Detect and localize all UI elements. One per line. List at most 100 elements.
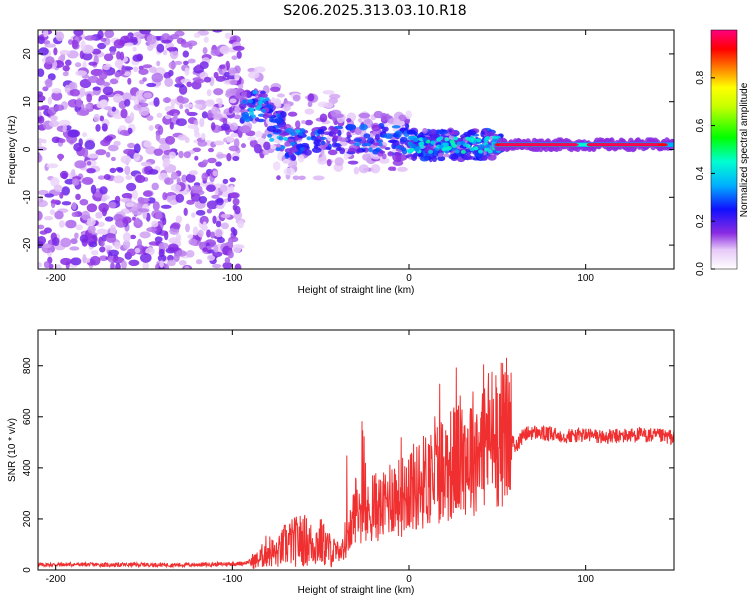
heatmap-cell: [444, 137, 450, 142]
heatmap-cell: [122, 232, 131, 242]
heatmap-cell: [202, 247, 208, 252]
heatmap-cell: [67, 99, 79, 108]
heatmap-cell: [194, 132, 201, 138]
heatmap-cell: [194, 99, 206, 105]
heatmap-cell: [101, 196, 107, 202]
heatmap-cell: [283, 167, 296, 176]
heatmap-cell: [183, 151, 191, 159]
heatmap-cell: [487, 154, 497, 161]
heatmap-cell: [213, 71, 219, 79]
heatmap-cell: [288, 151, 293, 156]
heatmap-cell: [156, 60, 161, 67]
heatmap-cell: [304, 108, 315, 115]
heatmap-cell: [173, 112, 178, 119]
heatmap-cell: [327, 149, 338, 156]
heatmap-cell: [146, 227, 157, 233]
heatmap-cell: [448, 128, 453, 133]
heatmap-cell: [210, 122, 216, 131]
heatmap-cell: [428, 129, 439, 136]
heatmap-cell: [50, 115, 59, 121]
heatmap-cell: [213, 140, 225, 146]
heatmap-cell: [347, 147, 357, 153]
heatmap-cell: [353, 166, 360, 175]
heatmap-cell: [182, 50, 190, 58]
heatmap-cell: [70, 257, 82, 266]
heatmap-cell: [229, 98, 237, 104]
heatmap-cell: [203, 76, 212, 83]
heatmap-cell: [116, 167, 124, 173]
heatmap-cell: [59, 49, 71, 56]
heatmap-cell: [193, 119, 199, 127]
heatmap-cell: [215, 75, 226, 82]
heatmap-cell: [199, 117, 205, 128]
heatmap-cell: [299, 147, 305, 151]
heatmap-cell: [347, 124, 357, 131]
heatmap-cell: [38, 68, 45, 77]
heatmap-cell: [178, 150, 184, 159]
heatmap-cell: [248, 71, 260, 79]
heatmap-cell: [82, 254, 87, 264]
heatmap-cell: [137, 208, 150, 213]
heatmap-cell: [298, 131, 304, 136]
heatmap-cell: [104, 30, 115, 39]
heatmap-cell: [110, 262, 115, 269]
heatmap-cell: [226, 152, 232, 162]
heatmap-cell: [487, 149, 493, 154]
heatmap-cell: [135, 174, 146, 184]
heatmap-cell: [270, 144, 277, 150]
heatmap-cell: [321, 153, 327, 162]
heatmap-cell: [229, 185, 235, 193]
heatmap-cell: [219, 64, 226, 70]
heatmap-cell: [463, 154, 472, 161]
heatmap-cell: [662, 143, 668, 147]
heatmap-cell: [81, 210, 91, 221]
heatmap-cell: [71, 178, 80, 186]
heatmap-cell: [211, 194, 220, 199]
heatmap-cell: [332, 135, 339, 140]
heatmap-cell: [38, 36, 45, 45]
heatmap-cell: [370, 164, 381, 174]
heatmap-cell: [162, 157, 171, 167]
heatmap-cell: [472, 157, 480, 161]
heatmap-cell: [53, 47, 58, 56]
heatmap-cell: [169, 33, 180, 40]
heatmap-cell: [82, 52, 93, 61]
heatmap-cell: [92, 86, 102, 91]
heatmap-cells: [38, 30, 674, 269]
y-tick-label: 0: [22, 567, 33, 573]
heatmap-cell: [79, 234, 89, 243]
heatmap-cell: [190, 192, 201, 202]
heatmap-cell: [45, 43, 56, 48]
heatmap-cell: [125, 182, 137, 192]
heatmap-cell: [108, 201, 117, 209]
heatmap-cell: [290, 141, 295, 146]
snr-panel: -200 -100 0 100 0 200 400 600 800 Height of stra…: [7, 329, 675, 596]
heatmap-cell: [384, 146, 391, 151]
heatmap-cell: [212, 30, 223, 33]
colorbar-tick-label: 0.4: [695, 166, 706, 180]
heatmap-cell: [122, 208, 130, 214]
heatmap-cell: [49, 209, 56, 215]
heatmap-cell: [192, 147, 201, 153]
heatmap-cell: [438, 144, 444, 149]
heatmap-cell: [62, 124, 67, 133]
heatmap-cell: [142, 77, 147, 82]
heatmap-cell: [165, 135, 176, 145]
heatmap-cell: [317, 129, 325, 135]
heatmap-cell: [60, 237, 72, 248]
heatmap-cell: [363, 133, 371, 139]
heatmap-cell: [100, 99, 109, 108]
heatmap-cell: [329, 93, 341, 100]
heatmap-cell: [197, 140, 208, 147]
heatmap-cell: [98, 202, 109, 213]
heatmap-cell: [369, 139, 375, 145]
heatmap-cell: [188, 42, 193, 50]
heatmap-cell: [179, 104, 184, 110]
heatmap-cell: [137, 196, 145, 203]
heatmap-cell: [169, 49, 179, 60]
heatmap-cell: [448, 153, 459, 160]
heatmap-cell: [124, 165, 131, 176]
colorbar-tick-label: 0.6: [695, 118, 706, 132]
heatmap-cell: [41, 243, 53, 249]
heatmap-cell: [310, 135, 317, 141]
